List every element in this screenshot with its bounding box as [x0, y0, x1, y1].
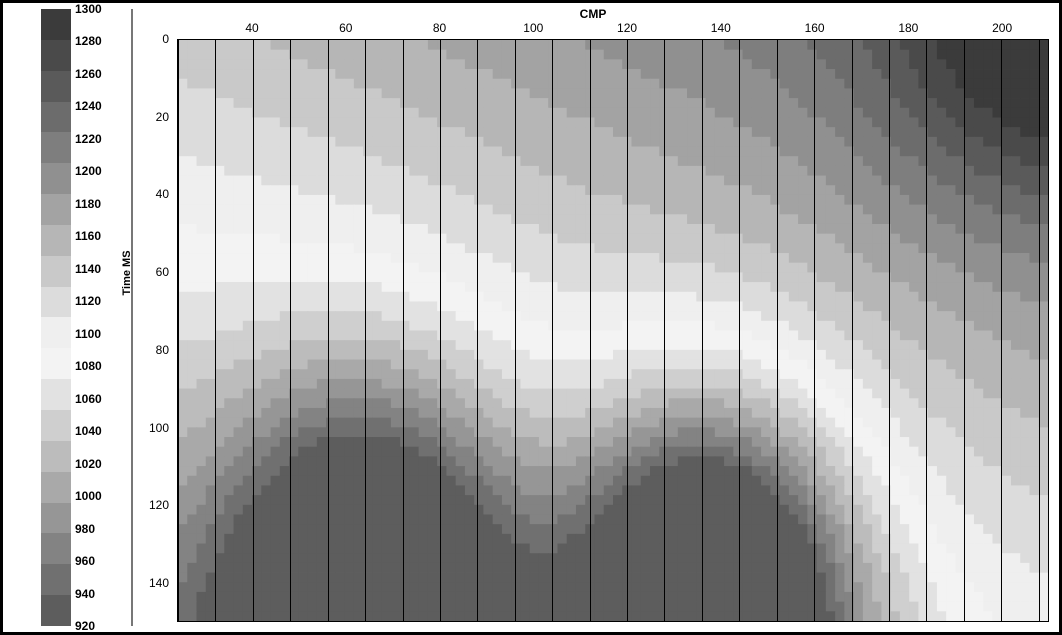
colorbar-gradient — [41, 9, 71, 626]
xaxis-tick-label: 160 — [805, 21, 825, 35]
cmp-gridline — [814, 40, 815, 621]
colorbar-tick-label: 1300 — [75, 2, 102, 16]
yaxis-tick-label: 100 — [149, 421, 169, 435]
colorbar-cell — [41, 533, 71, 564]
colorbar-cell — [41, 348, 71, 379]
cmp-gridline — [328, 40, 329, 621]
colorbar-tick-label: 940 — [75, 587, 95, 601]
colorbar-cell — [41, 410, 71, 441]
cmp-gridline — [926, 40, 927, 621]
yaxis-tick-label: 80 — [156, 343, 169, 357]
yaxis-tick-label: 40 — [156, 187, 169, 201]
xaxis-tick-label: 140 — [711, 21, 731, 35]
colorbar-tick-label: 1280 — [75, 34, 102, 48]
cmp-gridline — [290, 40, 291, 621]
xaxis-title: CMP — [580, 7, 607, 21]
colorbar-cell — [41, 317, 71, 348]
colorbar-tick-label: 1240 — [75, 99, 102, 113]
xaxis-tick-label: 80 — [433, 21, 446, 35]
colorbar-cell — [41, 40, 71, 71]
colorbar-tick-label: 1060 — [75, 392, 102, 406]
cmp-gridline — [515, 40, 516, 621]
yaxis-tick-label: 20 — [156, 110, 169, 124]
velocity-plot: CMP 406080100120140160180200 Time MS 020… — [131, 9, 1053, 626]
xaxis-tick-label: 200 — [992, 21, 1012, 35]
colorbar-cell — [41, 287, 71, 318]
colorbar-cell — [41, 595, 71, 626]
colorbar-cell — [41, 441, 71, 472]
xaxis-tick-label: 120 — [617, 21, 637, 35]
colorbar-cell — [41, 132, 71, 163]
cmp-gridline — [852, 40, 853, 621]
cmp-gridline — [552, 40, 553, 621]
yaxis-title: Time MS — [121, 250, 133, 295]
colorbar-tick-label: 1180 — [75, 197, 101, 211]
cmp-gridline — [590, 40, 591, 621]
colorbar-tick-label: 960 — [75, 554, 95, 568]
cmp-gridline — [964, 40, 965, 621]
colorbar-ticks: 1300128012601240122012001180116011401120… — [75, 9, 115, 626]
cmp-gridline — [403, 40, 404, 621]
colorbar-cell — [41, 379, 71, 410]
cmp-gridline — [1001, 40, 1002, 621]
colorbar-cell — [41, 564, 71, 595]
cmp-gridline — [178, 40, 179, 621]
figure-container: VEL M/S 13001280126012401220120011801160… — [0, 0, 1062, 635]
plot-area — [177, 39, 1049, 622]
colorbar-tick-label: 1140 — [75, 262, 101, 276]
xaxis-tick-label: 100 — [523, 21, 543, 35]
colorbar-tick-label: 1260 — [75, 67, 102, 81]
colorbar-cell — [41, 256, 71, 287]
colorbar-tick-label: 980 — [75, 522, 95, 536]
colorbar-cell — [41, 503, 71, 534]
colorbar-tick-label: 1120 — [75, 294, 101, 308]
cmp-gridline — [477, 40, 478, 621]
velocity-contours — [178, 40, 1048, 621]
colorbar: VEL M/S 13001280126012401220120011801160… — [9, 9, 119, 626]
colorbar-cell — [41, 9, 71, 40]
colorbar-cell — [41, 472, 71, 503]
colorbar-tick-label: 1160 — [75, 229, 101, 243]
colorbar-tick-label: 1100 — [75, 327, 101, 341]
cmp-gridline — [365, 40, 366, 621]
yaxis-ticks: 020406080100120140 — [133, 39, 173, 622]
colorbar-cell — [41, 194, 71, 225]
colorbar-cell — [41, 71, 71, 102]
xaxis-ticks: 40 60 80 100 120 140 160 180 200 — [177, 21, 1049, 39]
xaxis-tick-label: 60 — [339, 21, 352, 35]
yaxis-tick-label: 60 — [156, 265, 169, 279]
cmp-gridline — [889, 40, 890, 621]
colorbar-tick-label: 1080 — [75, 359, 102, 373]
colorbar-tick-label: 1040 — [75, 424, 102, 438]
yaxis-tick-label: 120 — [149, 498, 169, 512]
colorbar-cell — [41, 102, 71, 133]
cmp-gridline — [664, 40, 665, 621]
yaxis-tick-label: 0 — [162, 32, 169, 46]
cmp-gridline — [739, 40, 740, 621]
colorbar-cell — [41, 163, 71, 194]
xaxis-tick-label: 180 — [898, 21, 918, 35]
cmp-gridline — [702, 40, 703, 621]
colorbar-tick-label: 1020 — [75, 457, 102, 471]
cmp-gridline — [627, 40, 628, 621]
cmp-gridline — [253, 40, 254, 621]
yaxis-tick-label: 140 — [149, 576, 169, 590]
cmp-gridline — [440, 40, 441, 621]
cmp-gridline — [777, 40, 778, 621]
cmp-gridline — [215, 40, 216, 621]
colorbar-tick-label: 1220 — [75, 132, 102, 146]
colorbar-tick-label: 920 — [75, 619, 95, 633]
colorbar-tick-label: 1200 — [75, 164, 102, 178]
cmp-gridline — [1039, 40, 1040, 621]
colorbar-tick-label: 1000 — [75, 489, 102, 503]
xaxis-tick-label: 40 — [245, 21, 258, 35]
colorbar-cell — [41, 225, 71, 256]
